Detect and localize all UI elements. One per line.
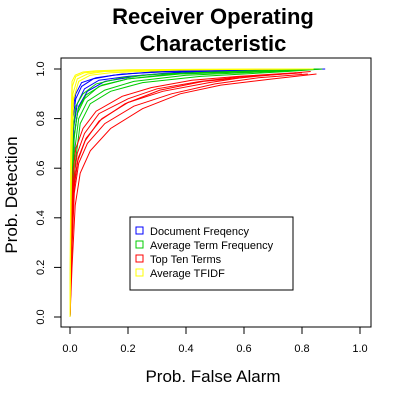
x-tick-label-3: 0.6 xyxy=(236,343,251,355)
series-lines xyxy=(69,68,326,318)
x-tick-label-1: 0.2 xyxy=(120,343,135,355)
series-3-line-2 xyxy=(69,68,297,318)
legend-swatch-2 xyxy=(135,254,144,263)
y-tick-label-0: 0.0 xyxy=(35,309,47,324)
y-axis: 0.0 0.2 0.4 0.6 0.8 1.0 xyxy=(35,61,62,325)
x-tick-label-0: 0.0 xyxy=(62,343,77,355)
y-axis-label: Prob. Detection xyxy=(2,136,21,253)
series-2-line-5 xyxy=(69,71,311,318)
series-3-line-3 xyxy=(69,68,314,318)
x-axis-label: Prob. False Alarm xyxy=(145,367,280,386)
legend-label-0: Document Freqency xyxy=(150,226,250,238)
legend-swatch-3 xyxy=(135,268,144,277)
y-tick-label-5: 1.0 xyxy=(35,61,47,76)
chart-title-line-2: Characteristic xyxy=(140,31,287,56)
legend-swatch-1 xyxy=(135,240,144,249)
chart-title-line-1: Receiver Operating xyxy=(112,4,314,29)
legend-label-3: Average TFIDF xyxy=(150,268,225,280)
y-tick-label-3: 0.6 xyxy=(35,161,47,176)
legend-label-2: Top Ten Terms xyxy=(150,254,222,266)
series-2-line-2 xyxy=(69,72,297,318)
legend-label-1: Average Term Frequency xyxy=(150,240,274,252)
y-tick-label-1: 0.2 xyxy=(35,260,47,275)
x-tick-label-4: 0.8 xyxy=(294,343,309,355)
x-tick-label-5: 1.0 xyxy=(352,343,367,355)
legend-swatch-0 xyxy=(135,226,144,235)
legend-box xyxy=(129,216,294,291)
y-tick-label-2: 0.4 xyxy=(35,210,47,225)
legend: Document Freqency Average Term Frequency T… xyxy=(129,216,294,291)
x-axis: 0.0 0.2 0.4 0.6 0.8 1.0 xyxy=(62,326,368,355)
x-tick-label-2: 0.4 xyxy=(178,343,193,355)
y-tick-label-4: 0.8 xyxy=(35,111,47,126)
series-2-line-3 xyxy=(69,73,317,318)
